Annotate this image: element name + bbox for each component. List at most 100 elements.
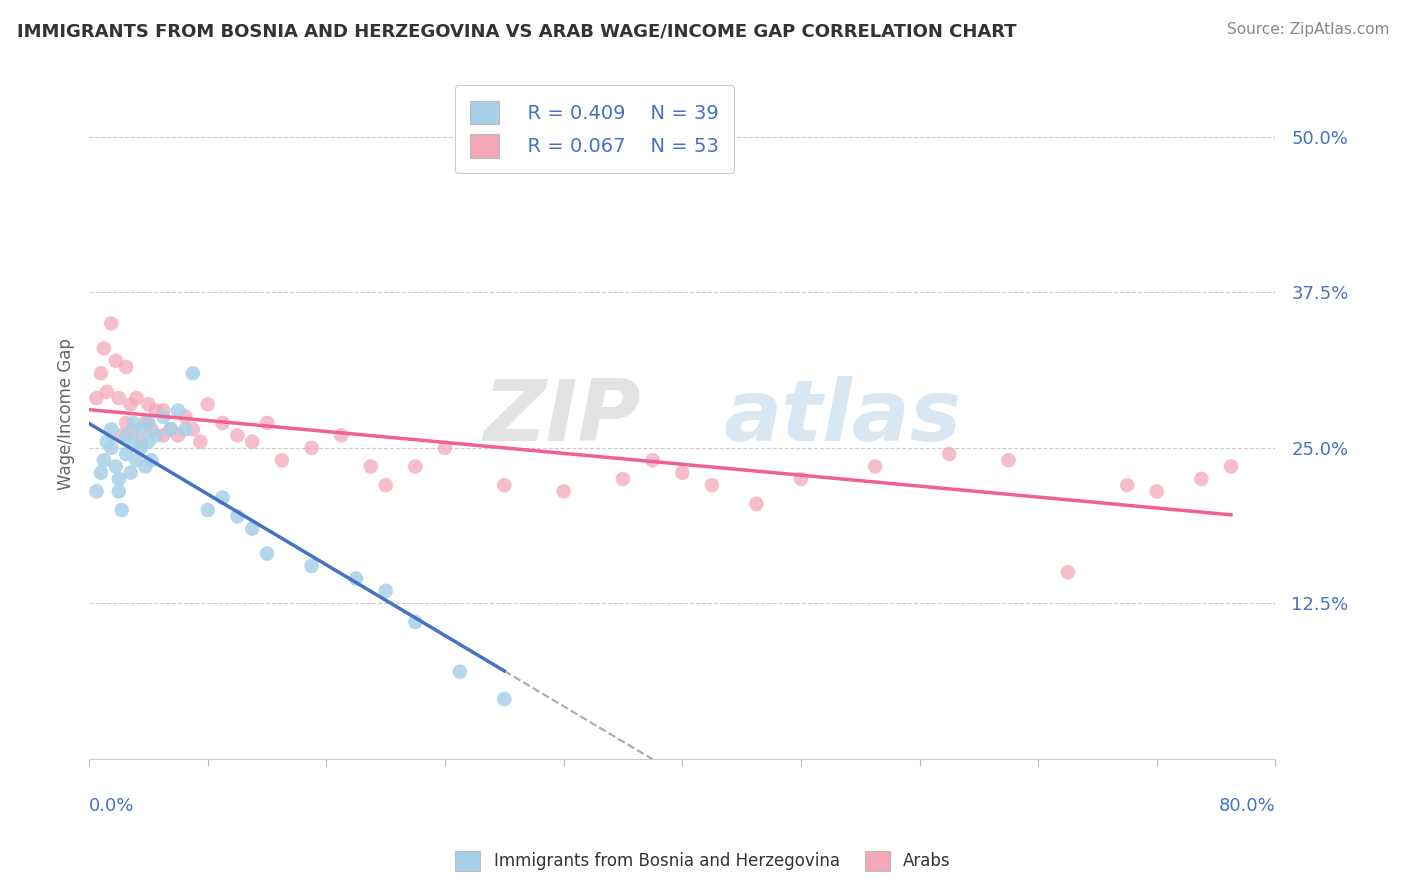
Point — [100, 441, 122, 455]
Point — [141, 422, 163, 436]
Point — [167, 403, 190, 417]
Point — [997, 453, 1019, 467]
Point — [404, 459, 426, 474]
Point — [700, 478, 723, 492]
Point — [197, 503, 219, 517]
Point — [404, 615, 426, 629]
Point — [86, 391, 108, 405]
Point — [1146, 484, 1168, 499]
Point — [374, 478, 396, 492]
Point — [374, 583, 396, 598]
Point — [159, 422, 181, 436]
Point — [449, 665, 471, 679]
Point — [90, 466, 112, 480]
Text: IMMIGRANTS FROM BOSNIA AND HERZEGOVINA VS ARAB WAGE/INCOME GAP CORRELATION CHART: IMMIGRANTS FROM BOSNIA AND HERZEGOVINA V… — [17, 22, 1017, 40]
Point — [100, 317, 122, 331]
Point — [612, 472, 634, 486]
Point — [641, 453, 664, 467]
Point — [790, 472, 813, 486]
Point — [104, 353, 127, 368]
Text: 0.0%: 0.0% — [89, 797, 135, 814]
Point — [188, 434, 211, 449]
Point — [152, 403, 174, 417]
Point — [96, 434, 118, 449]
Point — [134, 459, 156, 474]
Point — [115, 416, 138, 430]
Point — [167, 428, 190, 442]
Point — [120, 466, 142, 480]
Point — [86, 484, 108, 499]
Point — [256, 416, 278, 430]
Point — [1056, 566, 1078, 580]
Point — [107, 484, 129, 499]
Legend: Immigrants from Bosnia and Herzegovina, Arabs: Immigrants from Bosnia and Herzegovina, … — [447, 842, 959, 880]
Point — [145, 403, 167, 417]
Text: ZIP: ZIP — [484, 376, 641, 458]
Point — [152, 428, 174, 442]
Point — [141, 453, 163, 467]
Point — [494, 478, 516, 492]
Point — [120, 397, 142, 411]
Point — [125, 391, 148, 405]
Point — [1116, 478, 1139, 492]
Point — [256, 547, 278, 561]
Point — [138, 434, 160, 449]
Point — [181, 366, 204, 380]
Point — [211, 491, 233, 505]
Point — [134, 416, 156, 430]
Point — [115, 428, 138, 442]
Point — [226, 509, 249, 524]
Point — [122, 422, 145, 436]
Point — [129, 441, 152, 455]
Point — [90, 366, 112, 380]
Legend:   R = 0.409    N = 39,   R = 0.067    N = 53: R = 0.409 N = 39, R = 0.067 N = 53 — [454, 85, 734, 173]
Text: 80.0%: 80.0% — [1219, 797, 1275, 814]
Point — [152, 409, 174, 424]
Point — [745, 497, 768, 511]
Point — [344, 571, 367, 585]
Point — [863, 459, 886, 474]
Point — [138, 416, 160, 430]
Point — [174, 422, 197, 436]
Point — [553, 484, 575, 499]
Point — [301, 559, 323, 574]
Point — [107, 391, 129, 405]
Point — [181, 422, 204, 436]
Point — [107, 472, 129, 486]
Point — [211, 416, 233, 430]
Point — [100, 422, 122, 436]
Point — [96, 384, 118, 399]
Point — [111, 503, 134, 517]
Text: Source: ZipAtlas.com: Source: ZipAtlas.com — [1226, 22, 1389, 37]
Point — [111, 428, 134, 442]
Point — [125, 453, 148, 467]
Point — [122, 416, 145, 430]
Point — [226, 428, 249, 442]
Point — [240, 434, 263, 449]
Point — [240, 522, 263, 536]
Point — [494, 692, 516, 706]
Point — [197, 397, 219, 411]
Point — [1220, 459, 1243, 474]
Point — [145, 428, 167, 442]
Point — [115, 359, 138, 374]
Point — [330, 428, 353, 442]
Point — [115, 447, 138, 461]
Point — [1189, 472, 1212, 486]
Point — [138, 397, 160, 411]
Point — [104, 459, 127, 474]
Y-axis label: Wage/Income Gap: Wage/Income Gap — [58, 338, 75, 490]
Point — [360, 459, 382, 474]
Point — [122, 434, 145, 449]
Point — [938, 447, 960, 461]
Point — [433, 441, 456, 455]
Point — [129, 434, 152, 449]
Point — [93, 453, 115, 467]
Point — [301, 441, 323, 455]
Point — [174, 409, 197, 424]
Point — [93, 342, 115, 356]
Point — [129, 422, 152, 436]
Text: atlas: atlas — [724, 376, 962, 458]
Point — [270, 453, 292, 467]
Point — [159, 422, 181, 436]
